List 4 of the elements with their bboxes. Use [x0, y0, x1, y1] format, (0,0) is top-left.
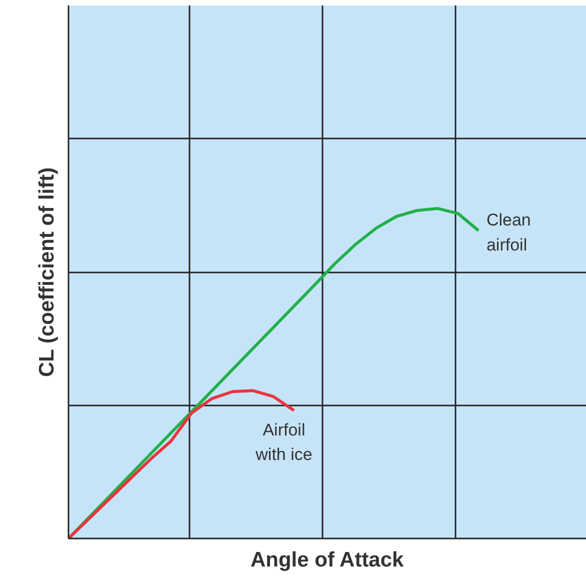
series-label: Clean airfoil — [486, 210, 531, 254]
y-axis-title: CL (coefficient of lift) — [36, 167, 58, 377]
series-label: Airfoil with ice — [254, 420, 312, 464]
x-axis-title: Angle of Attack — [250, 548, 404, 572]
